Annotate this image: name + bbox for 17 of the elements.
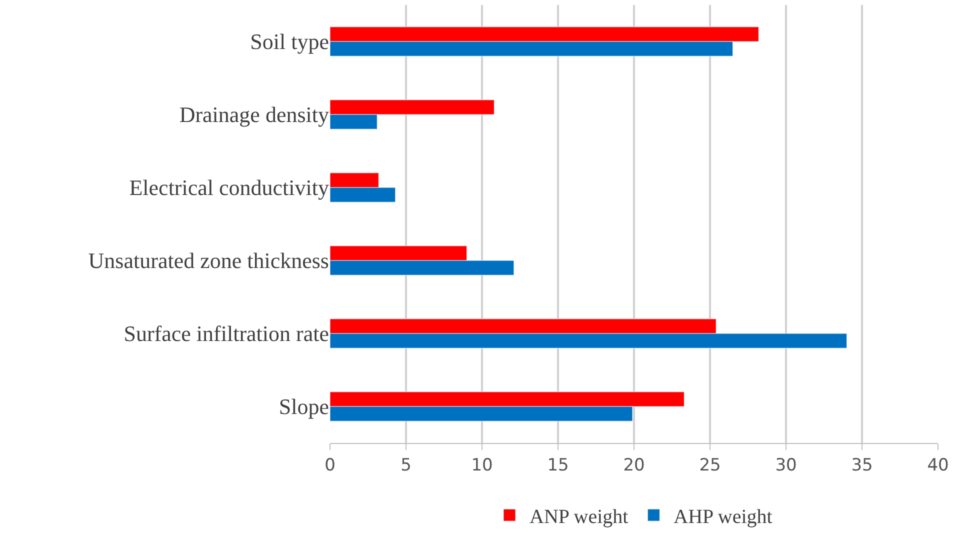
x-tick-label: 20: [623, 455, 645, 476]
legend-label: ANP weight: [530, 506, 629, 528]
y-tick-label: Surface infiltration rate: [124, 321, 329, 346]
x-tick-label: 10: [471, 455, 493, 476]
x-tick-label: 40: [927, 455, 949, 476]
y-tick-label: Drainage density: [179, 102, 329, 128]
x-tick-label: 25: [699, 455, 721, 476]
y-tick-label: Soil type: [250, 29, 329, 54]
y-tick-label: Unsaturated zone thickness: [88, 248, 329, 274]
y-tick-label: Slope: [278, 394, 329, 420]
x-tick-label: 0: [324, 455, 336, 476]
x-tick-label: 30: [775, 455, 797, 476]
legend-label: AHP weight: [674, 506, 773, 528]
x-tick-label: 35: [851, 455, 873, 476]
y-tick-label: Electrical conductivity: [129, 175, 329, 200]
x-tick-label: 15: [547, 455, 569, 476]
x-tick-label: 5: [400, 455, 412, 476]
